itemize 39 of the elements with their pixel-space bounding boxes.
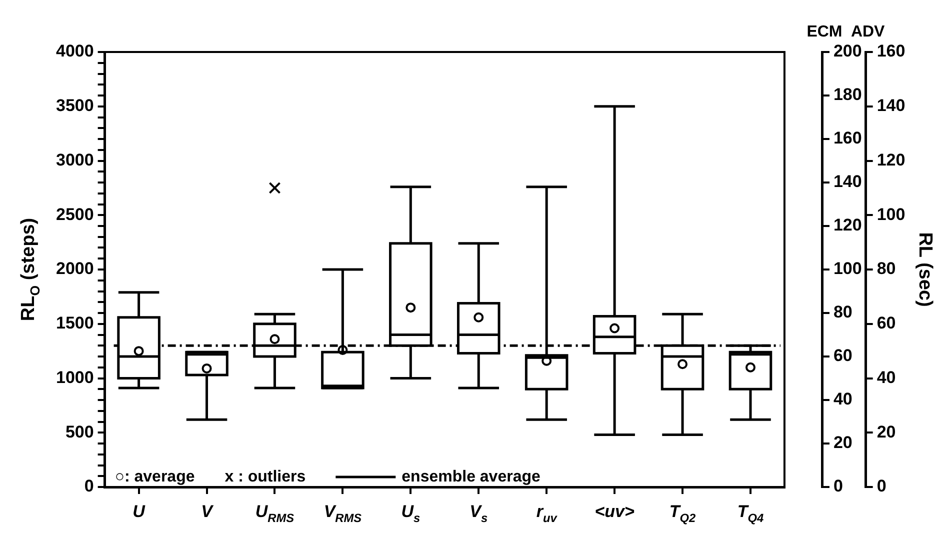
y2-tick-label: 80 bbox=[833, 302, 852, 322]
y3-axis-title: RL (sec) bbox=[914, 232, 936, 307]
y2-tick-label: 200 bbox=[833, 42, 862, 61]
y3-tick-label: 120 bbox=[876, 150, 906, 170]
y-tick-label: 500 bbox=[65, 422, 94, 442]
y3-tick-label: 140 bbox=[876, 96, 906, 116]
x-tick-label: <uv> bbox=[594, 502, 634, 521]
y3-tick-label: 160 bbox=[876, 42, 906, 61]
y2-tick-label: 180 bbox=[833, 85, 862, 104]
y3-tick-label: 100 bbox=[876, 204, 906, 224]
y3-tick-label: 40 bbox=[876, 368, 896, 387]
y3-tick-label: 60 bbox=[876, 314, 896, 333]
y3-tick-label: 80 bbox=[876, 259, 896, 278]
y-tick-label: 3500 bbox=[56, 96, 94, 116]
text: ECM bbox=[806, 23, 842, 40]
text: ADV bbox=[850, 23, 886, 40]
y-tick-label: 4000 bbox=[56, 42, 94, 61]
legend-label: ensemble average bbox=[402, 468, 541, 486]
y2-tick-label: 120 bbox=[833, 216, 862, 235]
annotation: x : outliers bbox=[224, 468, 306, 486]
y2-tick-label: 100 bbox=[833, 259, 862, 278]
y2-tick-label: 20 bbox=[833, 433, 852, 452]
y2-tick-label: 160 bbox=[833, 128, 862, 148]
y3-tick-label: 0 bbox=[876, 476, 886, 496]
y-tick-label: 2000 bbox=[56, 259, 94, 278]
y2-tick-label: 140 bbox=[833, 172, 862, 192]
y-tick-label: 0 bbox=[84, 476, 94, 496]
x-tick-label: U bbox=[132, 502, 146, 521]
y-tick-label: 3000 bbox=[56, 150, 94, 170]
y-axis-title: RLO (steps) bbox=[18, 218, 43, 322]
y-tick-label: 1500 bbox=[56, 314, 94, 333]
y2-tick-label: 0 bbox=[833, 476, 843, 496]
y3-tick-label: 20 bbox=[876, 422, 896, 442]
y-tick-label: 2500 bbox=[56, 204, 94, 224]
y-tick-label: 1000 bbox=[56, 368, 94, 387]
y2-tick-label: 40 bbox=[833, 390, 852, 409]
x-tick-label: V bbox=[201, 502, 214, 521]
annotation: ○: average bbox=[114, 468, 195, 486]
y2-tick-label: 60 bbox=[833, 346, 852, 366]
